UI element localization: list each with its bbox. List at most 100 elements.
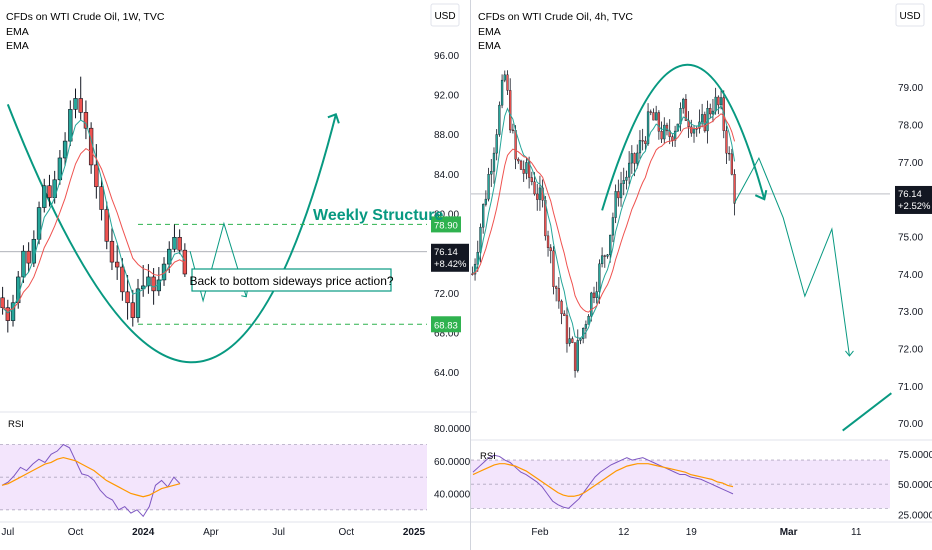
- h4-candle-body: [719, 97, 723, 106]
- weekly-candle-body: [177, 237, 182, 251]
- h4-candle-body: [646, 111, 650, 144]
- h4-candle-body: [533, 181, 536, 195]
- R-rsi-line: [472, 454, 734, 509]
- L-y-tick-label: 64.00: [434, 368, 459, 379]
- h4-candle-body: [690, 126, 693, 134]
- h4-candle-body: [498, 104, 501, 135]
- R-y-tick-label: 79.00: [898, 83, 923, 94]
- h4-candle-body: [509, 90, 512, 131]
- weekly-candle-body: [57, 157, 63, 181]
- weekly-candle-body: [109, 240, 115, 263]
- weekly-candle-body: [73, 98, 78, 110]
- annotation-box-text: Back to bottom sideways price action?: [189, 274, 393, 288]
- h4-candle-body: [633, 153, 636, 164]
- h4-candle-body: [500, 79, 504, 106]
- h4-candle-body: [511, 129, 515, 131]
- h4-candle-body: [655, 112, 658, 121]
- h4-extra-trend-line: [842, 392, 892, 432]
- weekly-candles: [0, 76, 188, 333]
- weekly-structure-text: Weekly Structure: [313, 207, 444, 224]
- L-x-tick-label: Oct: [339, 527, 355, 538]
- L-last-price-tag: [431, 243, 469, 272]
- R-y-tick-label: 74.00: [898, 270, 923, 281]
- weekly-time-axis: Jul Oct 2024 Apr Jul Oct 2025: [0, 521, 477, 538]
- h4-candle-body: [717, 96, 720, 106]
- h4-candle-body: [587, 316, 590, 325]
- h4-candle-body: [514, 130, 517, 160]
- h4-time-axis: Feb 12 19 Mar 11: [471, 521, 932, 538]
- h4-chart: 79.0078.0077.0076.0075.0074.0073.0072.00…: [471, 63, 932, 538]
- h4-candle-body: [682, 98, 685, 109]
- weekly-candle-body: [114, 261, 120, 268]
- weekly-candle-body: [5, 307, 10, 321]
- weekly-labels: 76.14+8.42% 78.90 68.83: [431, 216, 469, 333]
- weekly-candle-body: [68, 109, 73, 142]
- h4-candle-body: [598, 263, 601, 292]
- L-rsi-tick-label: 80.0000: [434, 424, 471, 435]
- h4-currency-label: USD: [899, 11, 920, 22]
- h4-candle-body: [636, 152, 639, 164]
- h4-labels: 76.14+2.52%: [895, 185, 932, 214]
- h4-candle-body: [725, 130, 728, 154]
- weekly-candle-body: [172, 237, 177, 250]
- h4-candle-body: [592, 292, 596, 298]
- h4-candle-body: [536, 193, 539, 200]
- h4-candle-body: [522, 169, 525, 174]
- h4-candle-body: [487, 174, 490, 200]
- h4-rsi: [472, 454, 734, 509]
- h4-projection: [734, 156, 892, 432]
- h4-candle-body: [673, 130, 677, 141]
- h4-candle-body: [565, 315, 569, 344]
- R-y-tick-label: 72.00: [898, 344, 923, 355]
- R-x-tick-label: 11: [851, 527, 862, 538]
- h4-candle-body: [546, 235, 550, 248]
- h4-candle-body: [582, 328, 585, 339]
- h4-candle-body: [619, 183, 623, 199]
- weekly-chart-title: CFDs on WTI Crude Oil, 1W, TVC: [6, 11, 165, 23]
- h4-rsi-label: RSI: [480, 451, 496, 462]
- h4-projection-arrowhead: [845, 350, 854, 357]
- weekly-candle-body: [99, 186, 104, 210]
- h4-candle-body: [595, 291, 598, 298]
- h4-candle-body: [614, 191, 617, 218]
- h4-candle-body: [479, 226, 482, 253]
- h4-candle-body: [606, 254, 609, 257]
- R-x-tick-label: 12: [618, 527, 630, 538]
- h4-candle-body: [495, 134, 498, 154]
- h4-candle-body: [625, 176, 628, 181]
- h4-candle-body: [652, 112, 655, 121]
- annotation-box: [191, 268, 392, 292]
- h4-candle-body: [490, 171, 493, 175]
- R-rsi-ma-line: [472, 463, 734, 497]
- h4-chart-title: CFDs on WTI Crude Oil, 4h, TVC: [478, 11, 633, 23]
- R-x-tick-label: 19: [686, 527, 698, 538]
- L-rsi-tick-label: 60.0000: [434, 457, 471, 468]
- weekly-candle-body: [167, 248, 172, 265]
- L-last-change-text: +8.42%: [434, 259, 467, 270]
- R-last-price-tag: [895, 185, 932, 214]
- h4-candle-body: [576, 340, 579, 371]
- h4-candle-body: [530, 177, 533, 183]
- h4-curve-arrowhead: [754, 189, 768, 201]
- h4-candle-body: [600, 255, 604, 265]
- weekly-candle-body: [94, 164, 99, 188]
- R-rsi-tick-label: 50.0000: [898, 480, 932, 491]
- h4-structure-curve: [601, 63, 768, 211]
- h4-candle-body: [663, 124, 666, 140]
- h4-ema-legend-2: EMA: [478, 40, 501, 52]
- weekly-ema-fast: [2, 119, 186, 314]
- h4-currency-button[interactable]: [895, 3, 925, 27]
- weekly-candle-body: [0, 297, 5, 309]
- R-y-tick-label: 75.00: [898, 233, 923, 244]
- L-y-tick-label: 72.00: [434, 289, 459, 300]
- h4-candle-body: [684, 98, 688, 121]
- weekly-currency-button[interactable]: [430, 3, 460, 27]
- R-y-tick-label: 77.00: [898, 158, 923, 169]
- L-rsi-line: [1, 443, 181, 518]
- weekly-candle-body: [88, 127, 94, 166]
- h4-candle-body: [571, 338, 574, 343]
- weekly-chart: 96.0092.0088.0084.0080.0076.0072.0068.00…: [0, 51, 477, 538]
- h4-candle-body: [573, 342, 577, 371]
- weekly-candle-body: [130, 302, 135, 318]
- h4-candle-body: [622, 180, 625, 184]
